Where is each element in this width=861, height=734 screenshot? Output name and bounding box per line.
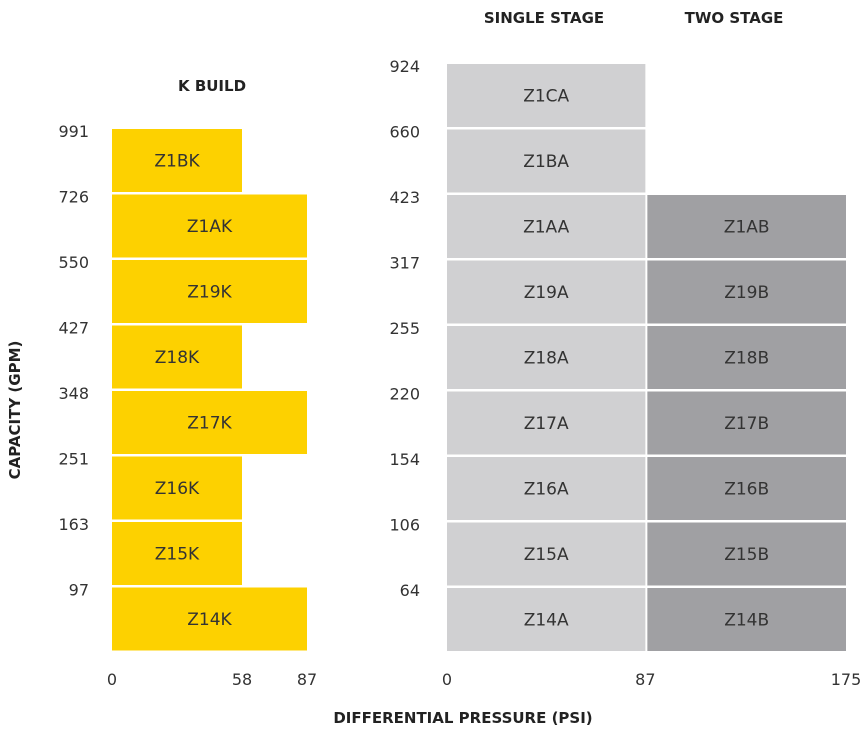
stage-bar-z1ab — [647, 195, 846, 258]
stage-bar-label: Z16A — [524, 480, 569, 500]
stage-bar-z16b — [647, 457, 846, 520]
k-build-panel: Z1BK Z1AK Z19K Z18K Z17K Z16K Z15K Z14K 991 726 55… — [58, 122, 317, 689]
stage-bar-label: Z17A — [524, 414, 569, 434]
k-y-tick: 726 — [58, 188, 89, 207]
two-stage-header: TWO STAGE — [685, 9, 784, 27]
k-bar-label: Z16K — [155, 479, 200, 499]
stage-bar-z18b — [647, 326, 846, 389]
k-bar-z17k — [112, 391, 307, 454]
k-x-tick: 87 — [297, 670, 317, 689]
stage-bar-label: Z19A — [524, 283, 569, 303]
stage-bar-label: Z14B — [724, 611, 769, 631]
single-stage-header: SINGLE STAGE — [484, 9, 604, 27]
k-bar-z1ak — [112, 194, 307, 258]
stage-bar-z15b — [647, 522, 846, 586]
stage-bar-z14a — [447, 588, 646, 651]
stage-bar-label: Z18B — [724, 349, 769, 369]
k-y-tick: 163 — [58, 515, 89, 534]
k-y-tick: 550 — [58, 253, 89, 272]
stage-y-tick: 154 — [389, 450, 420, 469]
k-bar-z15k — [112, 522, 242, 585]
stage-bar-label: Z17B — [724, 414, 769, 434]
stage-bar-label: Z1CA — [523, 87, 569, 107]
stage-bar-label: Z14A — [524, 611, 569, 631]
k-y-tick: 991 — [58, 122, 89, 141]
stage-y-tick: 255 — [389, 319, 420, 338]
stage-bar-z15a — [447, 522, 646, 586]
stage-bar-z1ba — [447, 129, 646, 193]
k-bar-z1bk — [112, 129, 242, 192]
k-bar-label: Z14K — [187, 610, 232, 630]
k-y-tick: 97 — [69, 581, 89, 600]
stage-bar-z1ca — [447, 64, 646, 127]
stage-x-tick: 87 — [635, 670, 655, 689]
k-bar-label: Z18K — [155, 348, 200, 368]
stage-bar-label: Z1BA — [523, 152, 569, 172]
stage-y-tick: 106 — [389, 516, 420, 535]
stage-bar-label: Z19B — [724, 283, 769, 303]
stage-bar-label: Z15A — [524, 545, 569, 565]
k-bar-z19k — [112, 260, 307, 323]
stage-bar-z1aa — [447, 195, 646, 258]
k-x-tick: 58 — [232, 670, 252, 689]
stage-x-tick: 175 — [831, 670, 861, 689]
stage-y-tick: 924 — [389, 57, 420, 76]
stage-y-tick: 317 — [389, 254, 420, 273]
k-bar-label: Z1AK — [187, 217, 233, 237]
stage-y-tick: 220 — [389, 385, 420, 404]
stage-bar-label: Z18A — [524, 349, 569, 369]
stage-y-tick: 660 — [389, 123, 420, 142]
stage-bar-z17b — [647, 391, 846, 455]
stage-bar-label: Z15B — [724, 545, 769, 565]
k-bar-z18k — [112, 325, 242, 389]
stage-bar-z19a — [447, 260, 646, 324]
k-bar-z14k — [112, 587, 307, 651]
stage-bar-label: Z1AA — [523, 218, 570, 238]
k-y-tick: 427 — [58, 319, 89, 338]
k-y-tick: 348 — [58, 384, 89, 403]
stage-bar-z19b — [647, 260, 846, 324]
stage-y-tick: 64 — [400, 581, 420, 600]
k-build-title: K BUILD — [178, 77, 246, 95]
stage-bar-z17a — [447, 391, 646, 455]
y-axis-label: CAPACITY (GPM) — [6, 341, 24, 480]
k-bar-z16k — [112, 456, 242, 520]
k-bar-label: Z19K — [187, 283, 232, 303]
stage-bar-z14b — [647, 588, 846, 651]
stage-bar-label: Z1AB — [724, 218, 770, 238]
stage-bar-z16a — [447, 457, 646, 520]
stage-y-tick: 423 — [389, 188, 420, 207]
k-bar-label: Z1BK — [154, 152, 200, 172]
x-axis-label: DIFFERENTIAL PRESSURE (PSI) — [333, 709, 592, 727]
k-bar-label: Z17K — [187, 414, 232, 434]
stage-bar-z18a — [447, 326, 646, 389]
k-bar-label: Z15K — [155, 545, 200, 565]
stage-x-tick: 0 — [442, 670, 452, 689]
k-y-tick: 251 — [58, 450, 89, 469]
k-x-tick: 0 — [107, 670, 117, 689]
stage-bar-label: Z16B — [724, 480, 769, 500]
stage-panel: Z1CA Z1BA Z1AA Z19A Z18A Z17A Z16A Z15A Z14A Z1AB… — [389, 57, 861, 689]
